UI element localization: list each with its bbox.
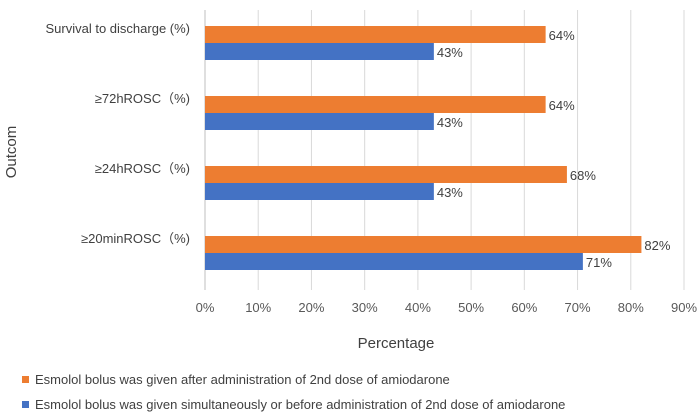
x-tick-label: 0% bbox=[196, 300, 215, 315]
category-label: ≥24hROSC（%) bbox=[95, 161, 190, 176]
bar-series-1-3 bbox=[205, 166, 567, 183]
category-label: ≥20minROSC（%) bbox=[81, 231, 190, 246]
category-label: Survival to discharge (%) bbox=[46, 21, 191, 36]
x-tick-label: 50% bbox=[458, 300, 484, 315]
x-tick-label: 90% bbox=[671, 300, 697, 315]
data-labels: 64% 43% 64% 43% 68% 43% 82% 71% bbox=[437, 28, 671, 270]
data-label: 43% bbox=[437, 45, 463, 60]
legend-swatch-blue bbox=[22, 401, 29, 408]
data-label: 43% bbox=[437, 185, 463, 200]
x-tick-label: 30% bbox=[352, 300, 378, 315]
x-tick-label: 10% bbox=[245, 300, 271, 315]
data-label: 43% bbox=[437, 115, 463, 130]
bar-series-2-2 bbox=[205, 113, 434, 130]
category-label: ≥72hROSC（%) bbox=[95, 91, 190, 106]
x-tick-label: 80% bbox=[618, 300, 644, 315]
legend-swatch-orange bbox=[22, 376, 29, 383]
x-tick-label: 20% bbox=[298, 300, 324, 315]
x-tick-label: 70% bbox=[565, 300, 591, 315]
legend-item-series-1: Esmolol bolus was given after administra… bbox=[22, 372, 450, 387]
legend-label-series-1: Esmolol bolus was given after administra… bbox=[35, 372, 450, 387]
bar-series-2-3 bbox=[205, 183, 434, 200]
tick-labels: 0% 10% 20% 30% 40% 50% 60% 70% 80% 90% Survival to… bbox=[46, 21, 698, 315]
data-label: 68% bbox=[570, 168, 596, 183]
bar-series-1-2 bbox=[205, 96, 546, 113]
data-label: 64% bbox=[549, 28, 575, 43]
legend-item-series-2: Esmolol bolus was given simultaneously o… bbox=[22, 397, 565, 412]
bar-series-1-4 bbox=[205, 236, 642, 253]
y-axis-label: Outcom bbox=[3, 126, 20, 179]
x-tick-label: 60% bbox=[511, 300, 537, 315]
bar-series-1-1 bbox=[205, 26, 546, 43]
data-label: 64% bbox=[549, 98, 575, 113]
bar-series-2-1 bbox=[205, 43, 434, 60]
data-label: 82% bbox=[644, 238, 670, 253]
x-tick-label: 40% bbox=[405, 300, 431, 315]
bar-series-2-4 bbox=[205, 253, 583, 270]
data-label: 71% bbox=[586, 255, 612, 270]
x-axis-label: Percentage bbox=[358, 335, 435, 352]
legend-label-series-2: Esmolol bolus was given simultaneously o… bbox=[35, 397, 566, 412]
bars bbox=[205, 26, 642, 270]
